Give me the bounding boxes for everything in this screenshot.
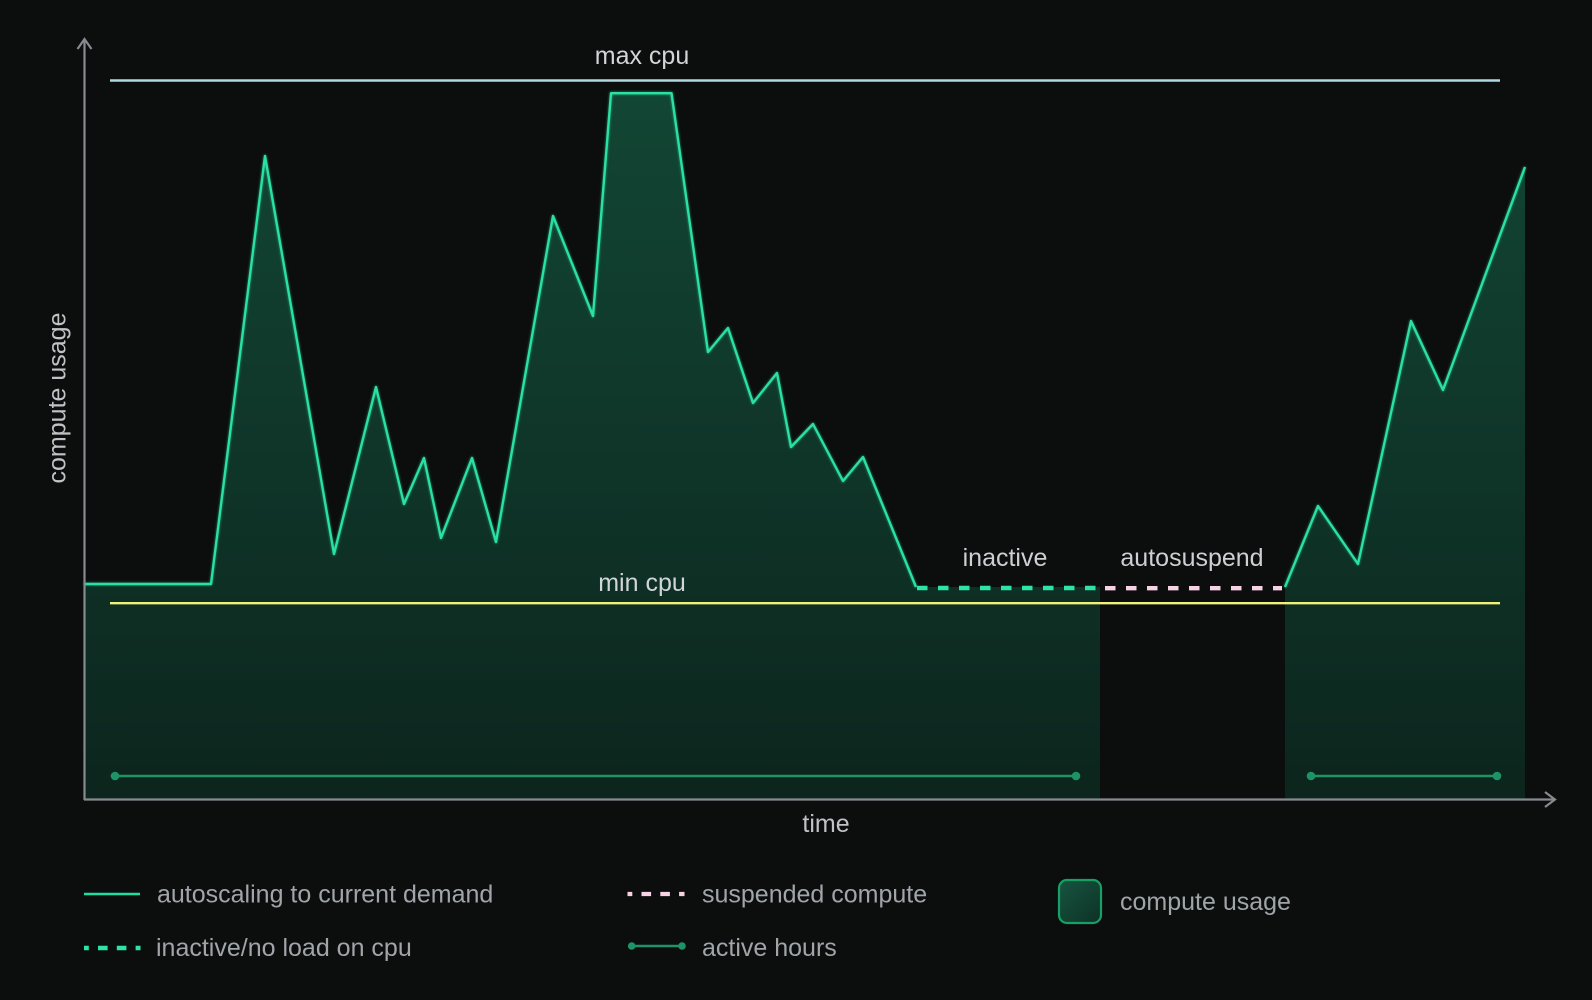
svg-text:compute usage: compute usage xyxy=(1120,888,1291,916)
svg-text:inactive: inactive xyxy=(963,544,1048,572)
svg-text:autosuspend: autosuspend xyxy=(1120,544,1263,572)
svg-text:inactive/no load on cpu: inactive/no load on cpu xyxy=(156,934,412,962)
svg-text:max cpu: max cpu xyxy=(595,42,689,70)
svg-text:suspended compute: suspended compute xyxy=(702,881,927,909)
svg-text:time: time xyxy=(802,810,849,838)
svg-text:autoscaling to current demand: autoscaling to current demand xyxy=(157,881,493,909)
svg-text:active hours: active hours xyxy=(702,934,837,962)
svg-text:compute usage: compute usage xyxy=(44,313,72,484)
svg-text:min cpu: min cpu xyxy=(598,569,686,597)
